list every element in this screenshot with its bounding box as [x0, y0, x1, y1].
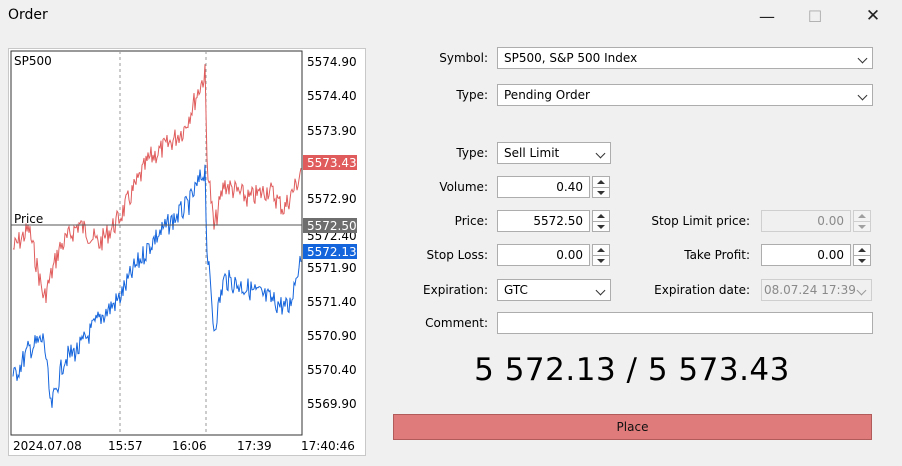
y-tick-4: 5571.90 [307, 261, 357, 275]
chevron-down-icon [856, 285, 867, 296]
comment-label: Comment: [425, 316, 488, 330]
take-profit-down-icon[interactable] [853, 255, 871, 266]
stop-limit-up-icon [853, 210, 871, 221]
volume-up-icon[interactable] [592, 176, 610, 187]
close-icon[interactable]: ✕ [865, 6, 881, 26]
x-tick-0: 2024.07.08 [13, 439, 82, 453]
symbol-value: SP500, S&P 500 Index [504, 51, 638, 65]
type-value: Pending Order [504, 88, 590, 102]
bid-price-tag-text: 5572.13 [307, 245, 357, 259]
volume-input[interactable]: 0.40 [497, 176, 590, 198]
take-profit-up-icon[interactable] [853, 244, 871, 255]
place-button[interactable]: Place [393, 414, 872, 440]
expiration-date-value: 08.07.24 17:39 [764, 283, 856, 297]
y-tick-6: 5570.90 [307, 329, 357, 343]
stop-limit-stepper [853, 210, 871, 232]
x-tick-1: 15:57 [108, 439, 143, 453]
stop-loss-label: Stop Loss: [426, 248, 488, 262]
volume-down-icon[interactable] [592, 187, 610, 198]
volume-stepper[interactable] [592, 176, 610, 198]
x-tick-4: 17:40:46 [301, 439, 355, 453]
chevron-down-icon [595, 148, 606, 159]
price-line-label: Price [14, 212, 43, 226]
chevron-down-icon [857, 90, 868, 101]
expiration-label: Expiration: [423, 283, 488, 297]
y-tick-5: 5571.40 [307, 295, 357, 309]
bid-ask-quote: 5 572.13 / 5 573.43 [474, 352, 790, 388]
plot-area [10, 50, 303, 436]
expiration-select[interactable]: GTC [497, 279, 611, 301]
stop-limit-label: Stop Limit price: [651, 214, 750, 228]
tick-chart: Price SP500 5574.90 5574.40 5573.90 5572… [8, 48, 366, 456]
price-down-icon[interactable] [592, 221, 610, 232]
expiration-date-picker: 08.07.24 17:39 [761, 279, 872, 301]
ask-price-tag-text: 5573.43 [307, 156, 357, 170]
take-profit-stepper[interactable] [853, 244, 871, 266]
type-label: Type: [456, 88, 488, 102]
symbol-select[interactable]: SP500, S&P 500 Index [497, 47, 873, 69]
stop-limit-input: 0.00 [761, 210, 851, 232]
stop-loss-down-icon[interactable] [592, 255, 610, 266]
order-price-tag [303, 218, 357, 233]
type-select[interactable]: Pending Order [497, 84, 873, 106]
comment-input[interactable] [497, 312, 873, 334]
price-input[interactable]: 5572.50 [497, 210, 590, 232]
window-title: Order [8, 7, 48, 23]
stop-loss-input[interactable]: 0.00 [497, 244, 590, 266]
expiration-date-label: Expiration date: [654, 283, 750, 297]
take-profit-input[interactable]: 0.00 [761, 244, 851, 266]
x-tick-3: 17:39 [237, 439, 272, 453]
order-type-select[interactable]: Sell Limit [497, 142, 611, 164]
y-tick-1: 5574.40 [307, 89, 357, 103]
chevron-down-icon [857, 53, 868, 64]
stop-limit-down-icon [853, 221, 871, 232]
title-bar: Order — ☐ ✕ [0, 0, 902, 34]
y-tick-2: 5573.90 [307, 124, 357, 138]
y-tick-8: 5569.90 [307, 397, 357, 411]
symbol-label: Symbol: [439, 51, 488, 65]
order-type-value: Sell Limit [504, 146, 560, 160]
take-profit-label: Take Profit: [684, 248, 750, 262]
y-tick-0: 5574.90 [307, 55, 357, 69]
tick-chart-svg: Price SP500 5574.90 5574.40 5573.90 5572… [10, 50, 357, 453]
price-up-icon[interactable] [592, 210, 610, 221]
bid-price-tag [303, 244, 357, 259]
stop-loss-up-icon[interactable] [592, 244, 610, 255]
volume-label: Volume: [439, 180, 488, 194]
maximize-icon: ☐ [807, 6, 823, 26]
bid-series-line [12, 164, 302, 408]
y-tick-7: 5570.40 [307, 363, 357, 377]
ask-series-line [12, 64, 302, 304]
price-label: Price: [454, 214, 488, 228]
chart-symbol: SP500 [14, 54, 52, 68]
expiration-value: GTC [504, 283, 528, 297]
order-type-label: Type: [456, 146, 488, 160]
price-stepper[interactable] [592, 210, 610, 232]
ask-price-tag [303, 155, 357, 170]
x-tick-2: 16:06 [172, 439, 207, 453]
stop-loss-stepper[interactable] [592, 244, 610, 266]
chevron-down-icon [595, 285, 606, 296]
y-tick-3: 5572.90 [307, 192, 357, 206]
order-price-tag-text: 5572.50 [307, 219, 357, 233]
minimize-icon[interactable]: — [759, 6, 775, 26]
